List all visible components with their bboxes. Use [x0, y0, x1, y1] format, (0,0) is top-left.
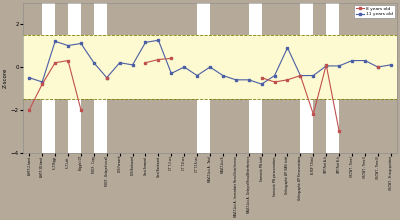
11 years old [362, 59, 367, 62]
11 years old [182, 66, 187, 68]
11 years old [259, 83, 264, 85]
11 years old [272, 74, 277, 77]
11 years old [246, 79, 251, 81]
11 years old [220, 74, 225, 77]
11 years old [130, 64, 135, 66]
11 years old [66, 44, 70, 47]
11 years old [40, 81, 45, 83]
Bar [197, 3, 210, 153]
Bar [68, 3, 81, 153]
11 years old [195, 74, 200, 77]
11 years old [143, 41, 148, 44]
11 years old [234, 79, 238, 81]
11 years old [92, 61, 96, 64]
Bar [300, 3, 313, 153]
11 years old [311, 74, 316, 77]
11 years old [27, 76, 32, 79]
Bar [23, 35, 397, 99]
11 years old [285, 46, 290, 49]
Line: 11 years old: 11 years old [28, 39, 392, 85]
11 years old [337, 65, 342, 67]
11 years old [208, 66, 212, 68]
11 years old [53, 40, 58, 43]
11 years old [156, 39, 161, 42]
11 years old [350, 59, 354, 62]
Y-axis label: Z-score: Z-score [3, 68, 8, 88]
11 years old [104, 76, 109, 79]
11 years old [169, 72, 174, 75]
11 years old [324, 65, 329, 67]
Legend: 8 years old, 11 years old: 8 years old, 11 years old [354, 5, 395, 18]
Bar [42, 3, 55, 153]
11 years old [376, 66, 380, 68]
11 years old [298, 74, 303, 77]
11 years old [388, 64, 393, 66]
11 years old [78, 42, 83, 45]
Bar [326, 3, 339, 153]
Bar [249, 3, 262, 153]
Bar [94, 3, 107, 153]
11 years old [117, 61, 122, 64]
